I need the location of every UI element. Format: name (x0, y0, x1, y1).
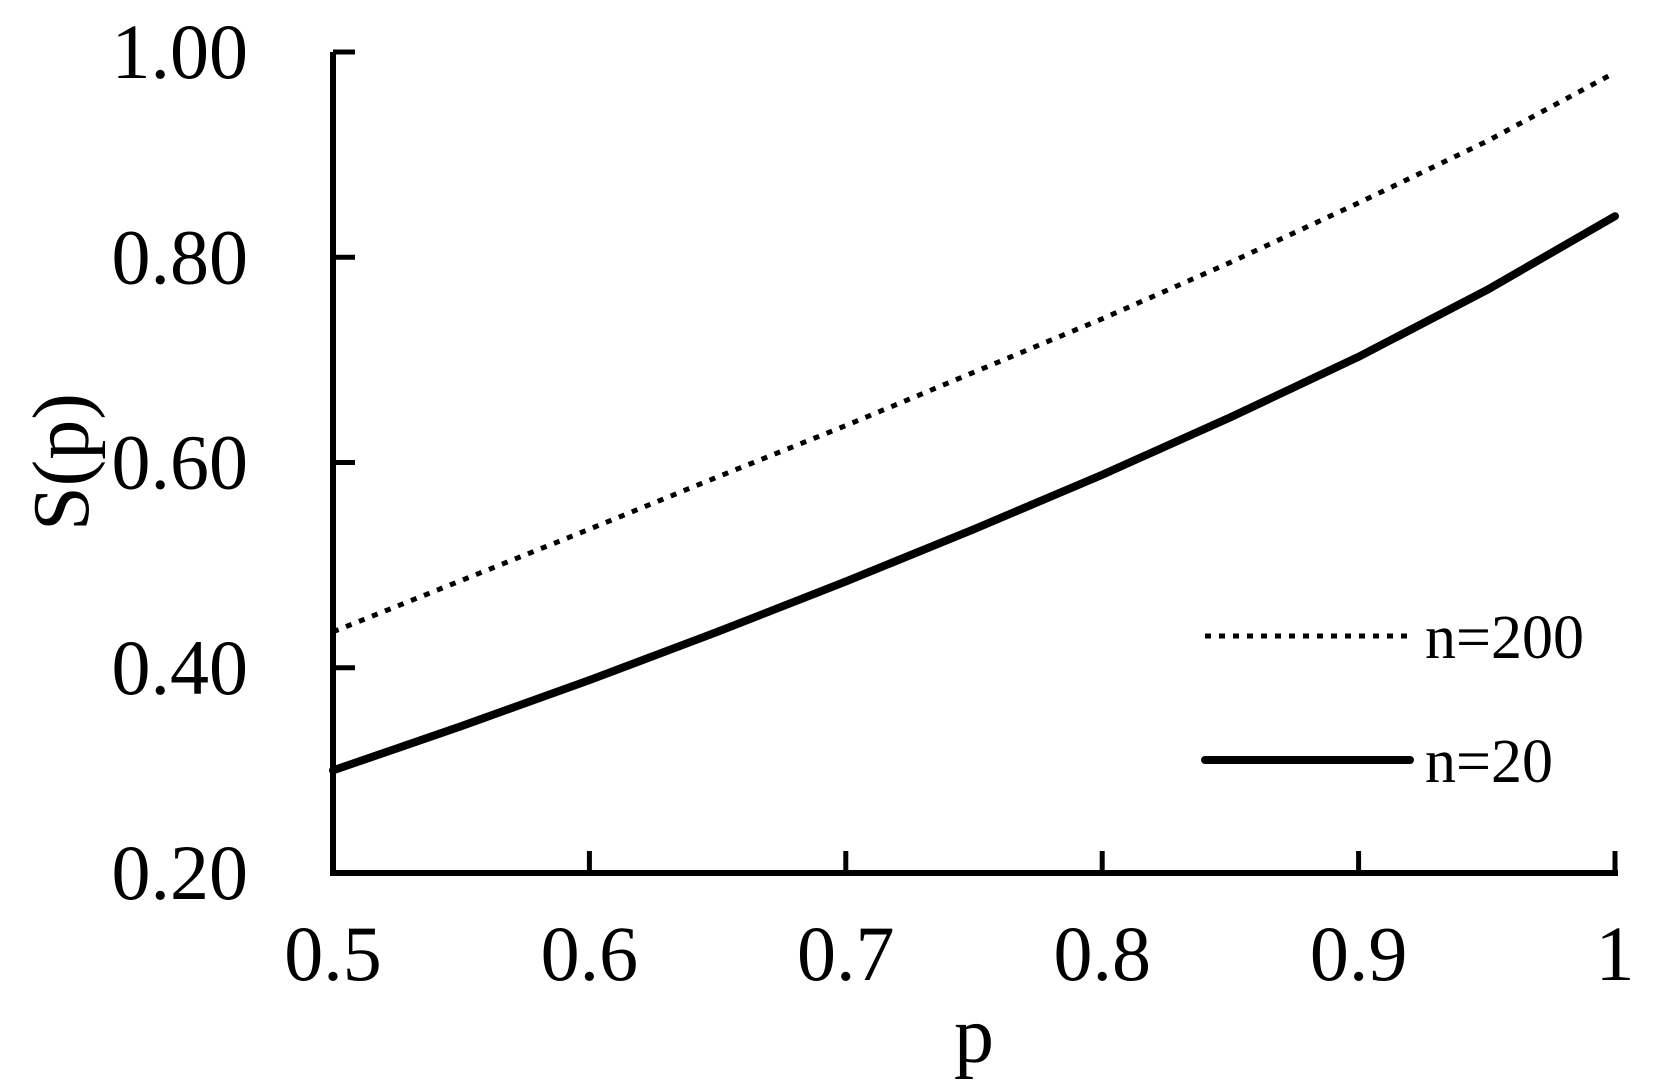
y-axis-title: S(p) (18, 393, 106, 531)
series-line-n200 (332, 70, 1617, 635)
y-tick-label: 0.20 (112, 829, 249, 916)
x-tick-label: 0.7 (797, 910, 895, 997)
y-tick-label: 0.60 (112, 419, 249, 506)
y-ticks: 0.20 0.40 0.60 0.80 1.00 (112, 8, 355, 916)
x-tick-label: 0.9 (1310, 910, 1408, 997)
x-tick-label: 0.6 (541, 910, 639, 997)
x-tick-label: 0.5 (284, 910, 382, 997)
y-tick-label: 0.80 (112, 213, 249, 300)
y-tick-label: 1.00 (112, 8, 249, 95)
x-ticks: 0.5 0.6 0.7 0.8 0.9 1 (284, 851, 1635, 997)
x-axis-title: p (954, 992, 994, 1080)
x-tick-label: 1 (1596, 910, 1635, 997)
series-layer (329, 70, 1619, 775)
legend: n=200 n=20 (1201, 604, 1584, 796)
y-tick-label: 0.40 (112, 624, 249, 711)
legend-label: n=200 (1425, 604, 1584, 672)
legend-label: n=20 (1425, 728, 1553, 796)
series-line-n20 (329, 212, 1619, 775)
x-tick-label: 0.8 (1053, 910, 1151, 997)
